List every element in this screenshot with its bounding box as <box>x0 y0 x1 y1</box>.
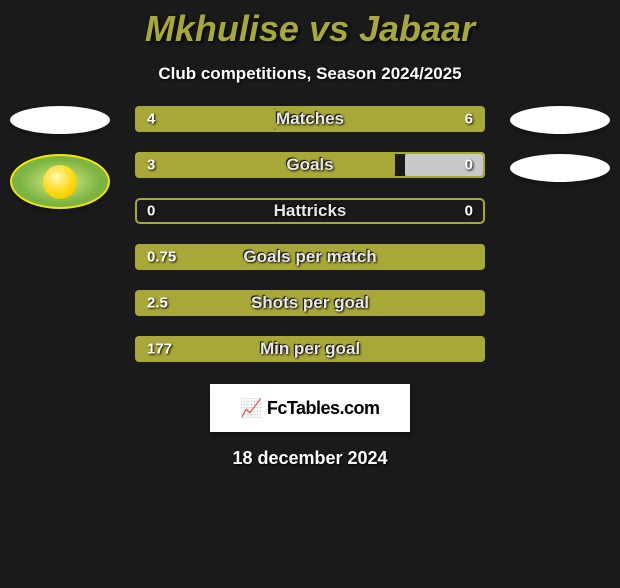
page-subtitle: Club competitions, Season 2024/2025 <box>0 64 620 84</box>
team-right-logo-1 <box>510 106 610 134</box>
stat-fill-right <box>405 152 485 178</box>
stat-label: Goals <box>286 155 333 175</box>
stat-value-left: 3 <box>147 157 155 174</box>
brand-text: FcTables.com <box>267 398 380 419</box>
stat-value-left: 177 <box>147 341 172 358</box>
stat-row: Min per goal 177 <box>135 336 485 362</box>
stat-row: Hattricks 0 0 <box>135 198 485 224</box>
stat-label: Matches <box>276 109 344 129</box>
page-title: Mkhulise vs Jabaar <box>0 8 620 50</box>
team-right-logo-2 <box>510 154 610 182</box>
stat-value-left: 0 <box>147 203 155 220</box>
brand-logo: 📈 FcTables.com <box>210 384 410 432</box>
team-left-logo-1 <box>10 106 110 134</box>
brand-prefix: Fc <box>267 398 287 418</box>
stat-value-right: 0 <box>465 203 473 220</box>
stat-value-right: 0 <box>465 157 473 174</box>
footer-date: 18 december 2024 <box>0 448 620 469</box>
team-right-logos <box>505 106 615 182</box>
stat-row: Goals per match 0.75 <box>135 244 485 270</box>
stat-fill-left <box>135 152 395 178</box>
stat-label: Goals per match <box>243 247 376 267</box>
team-left-logo-2 <box>10 154 110 209</box>
stat-row: Matches 4 6 <box>135 106 485 132</box>
stat-row: Goals 3 0 <box>135 152 485 178</box>
stat-value-left: 4 <box>147 111 155 128</box>
stat-label: Min per goal <box>260 339 360 359</box>
stat-label: Hattricks <box>274 201 347 221</box>
stat-label: Shots per goal <box>251 293 369 313</box>
stat-value-right: 6 <box>465 111 473 128</box>
stat-fill-left <box>135 106 275 132</box>
team-left-logos <box>5 106 115 209</box>
stat-value-left: 2.5 <box>147 295 168 312</box>
stat-row: Shots per goal 2.5 <box>135 290 485 316</box>
stat-value-left: 0.75 <box>147 249 176 266</box>
chart-area: Matches 4 6 Goals 3 0 Hattricks 0 0 Goals per mat… <box>0 106 620 362</box>
stat-rows: Matches 4 6 Goals 3 0 Hattricks 0 0 Goals per mat… <box>135 106 485 362</box>
comparison-infographic: Mkhulise vs Jabaar Club competitions, Se… <box>0 8 620 588</box>
chart-icon: 📈 <box>240 398 262 419</box>
brand-main: Tables.com <box>287 398 380 418</box>
